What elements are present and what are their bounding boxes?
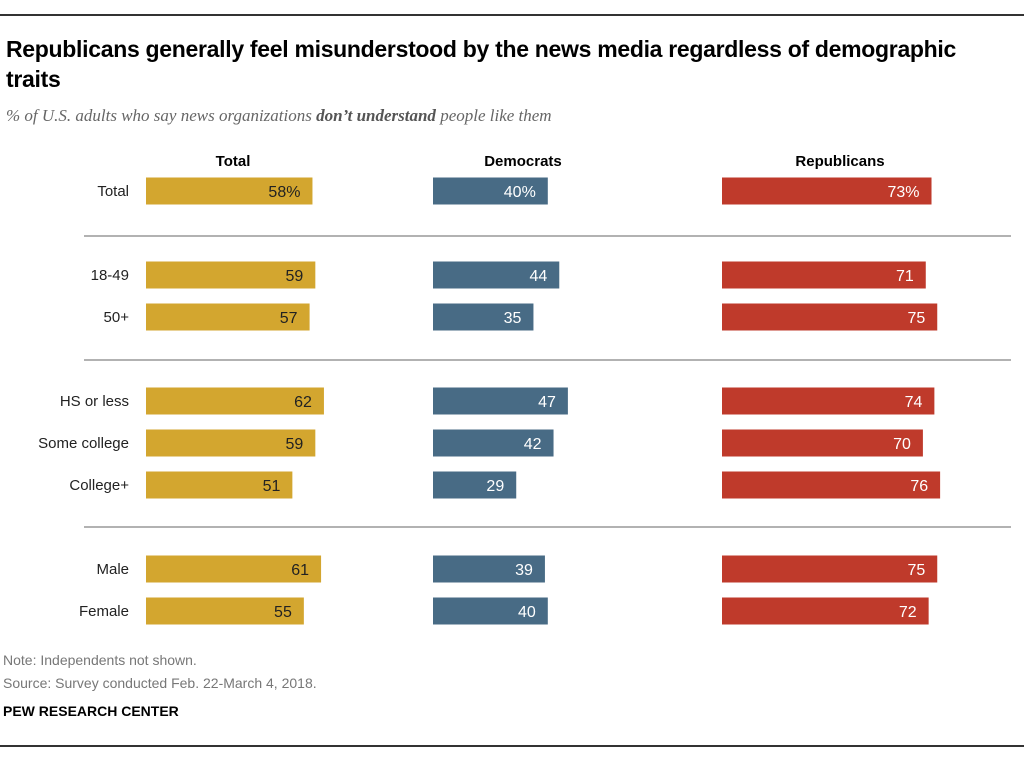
bar-total <box>146 303 310 331</box>
bottom-rule <box>0 745 1024 747</box>
data-label: 42 <box>524 436 542 453</box>
bar-republicans <box>722 303 938 331</box>
bar-democrats <box>433 597 548 625</box>
subtitle-emphasis: don’t understand <box>316 106 436 125</box>
bar-democrats <box>433 429 554 457</box>
column-header-democrats: Democrats <box>484 153 562 170</box>
chart-subtitle: % of U.S. adults who say news organizati… <box>6 106 552 126</box>
data-label: 71 <box>896 268 914 285</box>
data-label: 51 <box>263 478 281 495</box>
subtitle-text-end: people like them <box>435 106 552 125</box>
data-label: 74 <box>905 394 923 411</box>
data-label: 55 <box>274 604 292 621</box>
data-label: 73% <box>887 184 919 201</box>
data-label: 76 <box>910 478 928 495</box>
data-label: 75 <box>907 310 925 327</box>
data-label: 70 <box>893 436 911 453</box>
data-label: 44 <box>529 268 547 285</box>
bar-republicans <box>722 177 932 205</box>
category-label: 18-49 <box>91 267 129 284</box>
data-label: 40 <box>518 604 536 621</box>
bar-total <box>146 261 316 289</box>
bar-republicans <box>722 471 941 499</box>
bar-total <box>146 429 316 457</box>
bar-chart: Total Democrats Republicans Total 18-49 50+ HS… <box>38 153 1011 625</box>
data-label: 40% <box>504 184 536 201</box>
data-label: 75 <box>907 562 925 579</box>
column-header-total: Total <box>216 153 251 170</box>
data-label: 35 <box>504 310 522 327</box>
bar-democrats <box>433 303 534 331</box>
data-label: 29 <box>486 478 504 495</box>
bar-total <box>146 177 313 205</box>
brand-logo-text: PEW RESEARCH CENTER <box>3 703 179 719</box>
data-label: 61 <box>291 562 309 579</box>
category-label: Female <box>79 603 129 620</box>
top-rule <box>0 14 1024 16</box>
column-header-republicans: Republicans <box>795 153 884 170</box>
data-label: 59 <box>286 268 304 285</box>
data-label: 39 <box>515 562 533 579</box>
category-label: Male <box>96 561 129 578</box>
bar-republicans <box>722 429 923 457</box>
subtitle-text: % of U.S. adults who say news organizati… <box>6 106 317 125</box>
category-label: Some college <box>38 435 129 452</box>
bar-democrats <box>433 471 517 499</box>
data-label: 57 <box>280 310 298 327</box>
chart-title: Republicans generally feel misunderstood… <box>6 36 957 92</box>
category-label: Total <box>97 183 129 200</box>
data-label: 47 <box>538 394 556 411</box>
bar-democrats <box>433 261 560 289</box>
category-label: College+ <box>69 477 129 494</box>
bar-republicans <box>722 387 935 415</box>
chart-note: Note: Independents not shown. <box>3 652 197 668</box>
bar-republicans <box>722 555 938 583</box>
bar-total <box>146 471 293 499</box>
data-label: 62 <box>294 394 312 411</box>
bar-total <box>146 555 322 583</box>
bar-total <box>146 387 324 415</box>
category-label: 50+ <box>104 309 130 326</box>
bar-democrats <box>433 555 545 583</box>
category-label: HS or less <box>60 393 129 410</box>
data-label: 72 <box>899 604 917 621</box>
bar-republicans <box>722 261 926 289</box>
bar-democrats <box>433 177 548 205</box>
data-label: 59 <box>286 436 304 453</box>
chart-source: Source: Survey conducted Feb. 22-March 4… <box>3 675 317 691</box>
bar-democrats <box>433 387 568 415</box>
bar-total <box>146 597 304 625</box>
data-label: 58% <box>268 184 300 201</box>
bar-republicans <box>722 597 929 625</box>
